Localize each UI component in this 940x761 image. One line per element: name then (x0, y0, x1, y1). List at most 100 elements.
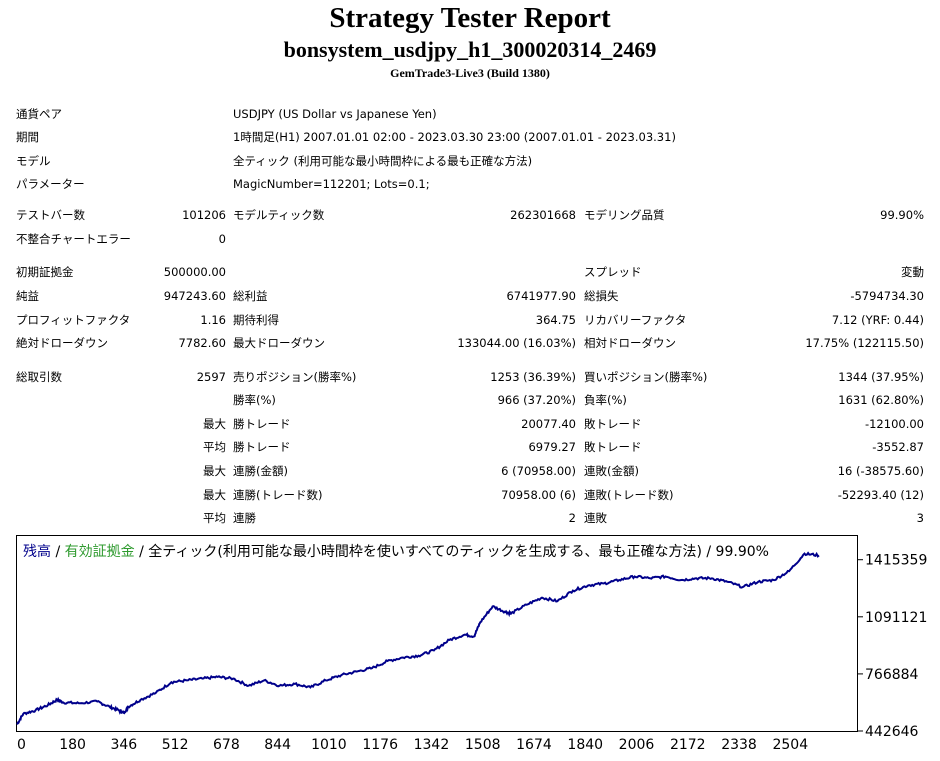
max-cons-losses-label: 連敗(金額) (584, 464, 639, 478)
params-label: パラメーター (16, 177, 85, 191)
x-tick-label: 2504 (772, 737, 808, 753)
x-tick-label: 2006 (619, 737, 655, 753)
max-cons-profit-label: 連勝(トレード数) (233, 488, 323, 502)
max-cons-loss-label: 連敗(トレード数) (584, 488, 674, 502)
avg-cons-wins-label: 連勝 (233, 511, 256, 525)
max-dd-label: 最大ドローダウン (233, 336, 325, 350)
y-tick-label: 1091121 (865, 610, 927, 626)
avg-loss-value: -3552.87 (872, 440, 924, 454)
short-label: 売りポジション(勝率%) (233, 370, 357, 384)
ticks-value: 262301668 (510, 208, 576, 222)
x-tick-label: 844 (264, 737, 291, 753)
recovery-label: リカバリーファクタ (584, 313, 687, 327)
y-tick-label: 1415359 (865, 553, 927, 569)
rel-dd-value: 17.75% (122115.50) (805, 336, 924, 350)
loss-value: 1631 (62.80%) (838, 393, 924, 407)
report-title: Strategy Tester Report (329, 2, 611, 34)
expected-value: 364.75 (535, 313, 576, 327)
max-cons-loss-value: -52293.40 (12) (837, 488, 924, 502)
pf-value: 1.16 (200, 313, 226, 327)
abs-dd-value: 7782.60 (178, 336, 226, 350)
model-label: モデル (16, 154, 51, 168)
legend-separator: / (51, 544, 65, 560)
largest-win-value: 20077.40 (521, 417, 576, 431)
stats-table: 通貨ペア USDJPY (US Dollar vs Japanese Yen) … (16, 107, 924, 525)
gross-loss-value: -5794734.30 (850, 289, 924, 303)
largest-loss-label: 敗トレード (584, 417, 642, 431)
symbol-value: USDJPY (US Dollar vs Japanese Yen) (233, 107, 437, 121)
largest-win-label: 勝トレード (233, 417, 291, 431)
ticks-label: モデルティック数 (233, 208, 325, 222)
spread-value: 変動 (901, 265, 924, 279)
x-tick-label: 1010 (311, 737, 347, 753)
win-label: 勝率(%) (233, 393, 276, 407)
y-tick-label: 442646 (865, 724, 919, 740)
balance-line (16, 551, 820, 725)
gross-loss-label: 総損失 (584, 289, 619, 303)
report-subtitle: bonsystem_usdjpy_h1_300020314_2469 (283, 37, 657, 62)
errors-label: 不整合チャートエラー (16, 232, 131, 246)
errors-value: 0 (218, 232, 226, 246)
loss-label: 負率(%) (584, 393, 627, 407)
bars-value: 101206 (182, 208, 226, 222)
x-tick-label: 1342 (414, 737, 450, 753)
params-value: MagicNumber=112201; Lots=0.1; (233, 177, 430, 191)
long-label: 買いポジション(勝率%) (584, 370, 708, 384)
x-tick-label: 2338 (721, 737, 757, 753)
x-tick-label: 1840 (567, 737, 603, 753)
symbol-label: 通貨ペア (16, 107, 62, 121)
caption-description: / 全ティック(利用可能な最小時間枠を使いすべてのティックを生成する、最も正確な… (134, 544, 769, 560)
x-tick-label: 1674 (516, 737, 552, 753)
max-dd-value: 133044.00 (16.03%) (457, 336, 576, 350)
max-cons-profit-value: 70958.00 (6) (501, 488, 576, 502)
largest-loss-value: -12100.00 (864, 417, 924, 431)
x-tick-label: 1508 (465, 737, 501, 753)
x-tick-label: 1176 (362, 737, 398, 753)
largest-max-label: 最大 (203, 417, 226, 431)
pf-label: プロフィットファクタ (16, 313, 131, 327)
quality-label: モデリング品質 (584, 208, 665, 222)
avg-win-label: 勝トレード (233, 440, 291, 454)
max-cons-losses-value: 16 (-38575.60) (837, 464, 924, 478)
max-cons-wins-label: 連勝(金額) (233, 464, 288, 478)
avg-loss-label: 敗トレード (584, 440, 642, 454)
cons-trades-max-label: 最大 (203, 488, 226, 502)
net-value: 947243.60 (163, 289, 226, 303)
long-value: 1344 (37.95%) (838, 370, 924, 384)
deposit-value: 500000.00 (163, 265, 226, 279)
x-tick-label: 2172 (670, 737, 706, 753)
balance-chart-frame (16, 535, 858, 732)
x-tick-label: 180 (59, 737, 86, 753)
spread-label: スプレッド (584, 265, 642, 279)
average-label: 平均 (203, 440, 226, 454)
rel-dd-label: 相対ドローダウン (584, 336, 676, 350)
avg-cons-wins-value: 2 (568, 511, 576, 525)
short-value: 1253 (36.39%) (490, 370, 576, 384)
trades-value: 2597 (196, 370, 226, 384)
period-label: 期間 (16, 130, 39, 144)
legend-equity: 有効証拠金 (64, 544, 135, 560)
avg-cons-losses-value: 3 (916, 511, 924, 525)
net-label: 純益 (16, 289, 39, 303)
x-tick-label: 346 (110, 737, 137, 753)
bars-label: テストバー数 (16, 208, 85, 222)
recovery-value: 7.12 (YRF: 0.44) (831, 313, 924, 327)
x-tick-label: 512 (162, 737, 189, 753)
chart-caption: 残高 / 有効証拠金 / 全ティック(利用可能な最小時間枠を使いすべてのティック… (23, 541, 769, 561)
legend-balance: 残高 (23, 544, 51, 560)
gross-profit-label: 総利益 (233, 289, 268, 303)
model-value: 全ティック (利用可能な最小時間枠による最も正確な方法) (233, 154, 533, 168)
avg-cons-losses-label: 連敗 (584, 511, 607, 525)
cons-avg-label: 平均 (203, 511, 226, 525)
gross-profit-value: 6741977.90 (506, 289, 576, 303)
deposit-label: 初期証拠金 (16, 265, 74, 279)
abs-dd-label: 絶対ドローダウン (16, 336, 108, 350)
expected-label: 期待利得 (233, 313, 279, 327)
cons-max-label: 最大 (203, 464, 226, 478)
build-info: GemTrade3-Live3 (Build 1380) (390, 66, 550, 80)
x-tick-label: 678 (213, 737, 240, 753)
trades-label: 総取引数 (16, 370, 62, 384)
period-value: 1時間足(H1) 2007.01.01 02:00 - 2023.03.30 2… (233, 130, 676, 144)
x-tick-label: 0 (17, 737, 26, 753)
